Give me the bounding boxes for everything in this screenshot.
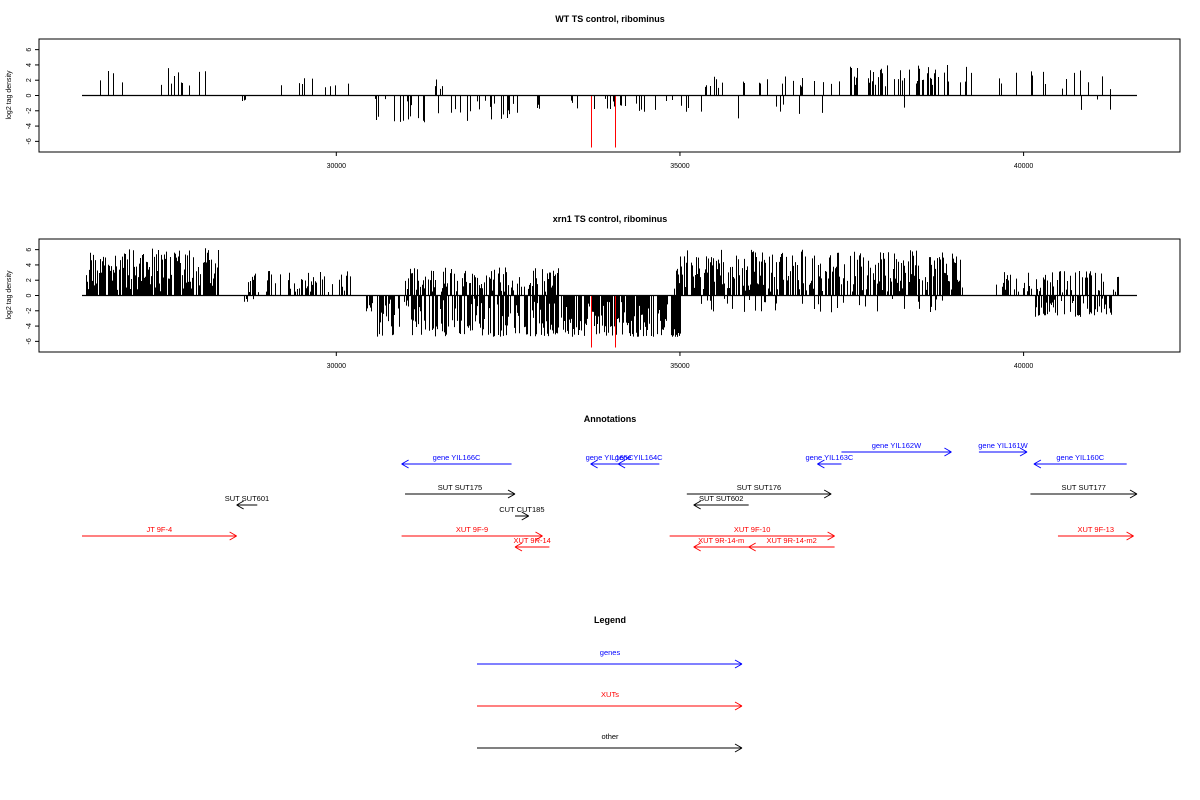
annotation-label: XUT 9F-10 <box>734 525 771 534</box>
xrn1-track-x-tick-label: 30000 <box>327 363 347 370</box>
wt-track-y-ticks: 6 4 2 0 -2 -4 -6 <box>26 48 39 144</box>
legend-panel: Legend genes XUTs other <box>477 615 743 753</box>
annotation-arrow <box>978 447 1028 457</box>
xrn1-track-title: xrn1 TS control, ribominus <box>553 214 668 224</box>
wt-track-x-tick-label: 35000 <box>670 163 690 170</box>
annotation-label: SUT SUT177 <box>1062 483 1106 492</box>
xrn1-track-x-ticks: 30000 35000 40000 <box>327 352 1034 370</box>
annotation-label: gene YIL162W <box>872 441 922 450</box>
xrn1-track-y-tick-label: 0 <box>26 293 33 297</box>
annotation-arrow <box>841 447 952 457</box>
xrn1-track-y-tick-label: 2 <box>26 278 33 282</box>
wt-track-panel: WT TS control, ribominus log2 tag densit… <box>6 14 1181 170</box>
xrn1-track-x-tick-label: 40000 <box>1014 363 1034 370</box>
wt-track-x-tick-label: 30000 <box>327 163 347 170</box>
annotation-label: SUT SUT602 <box>699 494 743 503</box>
wt-track-y-tick-label: 0 <box>26 93 33 97</box>
annotation-label: XUT 9R-14-m <box>698 536 744 545</box>
xrn1-track-y-tick-label: -6 <box>26 338 33 344</box>
xrn1-track-bars <box>82 248 1137 348</box>
annotation-label: gene YIL164C <box>615 453 663 462</box>
annotation-label: XUT 9R-14-m2 <box>766 536 816 545</box>
xrn1-track-y-ticks: 6 4 2 0 -2 -4 -6 <box>26 248 39 344</box>
annotation-label: gene YIL165C <box>586 453 634 462</box>
annotation-label: XUT 9F-9 <box>456 525 488 534</box>
annotation-arrow <box>748 542 835 552</box>
xrn1-track-y-tick-label: 4 <box>26 263 33 267</box>
xrn1-track-y-tick-label: 6 <box>26 248 33 252</box>
annotation-label: gene YIL160C <box>1056 453 1104 462</box>
wt-track-y-tick-label: -4 <box>26 123 33 129</box>
wt-track-title: WT TS control, ribominus <box>555 14 665 24</box>
annotation-arrow <box>693 500 749 510</box>
legend-label: other <box>601 732 619 741</box>
annotation-arrow <box>401 531 543 541</box>
annotation-arrow <box>817 459 842 469</box>
wt-track-y-tick-label: 4 <box>26 63 33 67</box>
annotation-arrow <box>1030 489 1138 499</box>
wt-track-ylabel: log2 tag density <box>6 70 13 120</box>
xrn1-track-panel: xrn1 TS control, ribominus log2 tag dens… <box>6 214 1181 370</box>
wt-track-y-tick-label: 6 <box>26 48 33 52</box>
annotation-label: gene YIL166C <box>433 453 481 462</box>
annotation-label: SUT SUT601 <box>225 494 269 503</box>
annotation-arrow <box>669 531 835 541</box>
annotation-arrow <box>514 511 529 521</box>
annotation-arrow <box>1057 531 1134 541</box>
wt-track-y-tick-label: -6 <box>26 138 33 144</box>
annotation-arrow <box>514 542 550 552</box>
annotation-label: SUT SUT176 <box>737 483 781 492</box>
annotation-arrow <box>401 459 512 469</box>
annotation-label: CUT CUT185 <box>499 505 544 514</box>
legend-entries: genes XUTs other <box>477 648 743 753</box>
legend-arrow <box>477 743 743 753</box>
annotation-label: JT 9F-4 <box>146 525 172 534</box>
xrn1-track-ylabel: log2 tag density <box>6 270 13 320</box>
wt-track-y-tick-label: 2 <box>26 78 33 82</box>
annotation-arrow <box>405 489 516 499</box>
xrn1-track-x-tick-label: 35000 <box>670 363 690 370</box>
annotation-label: XUT 9R-14 <box>513 536 550 545</box>
legend-arrow <box>477 659 743 669</box>
legend-label: XUTs <box>601 690 619 699</box>
legend-label: genes <box>600 648 621 657</box>
annotations-panel: Annotations gene YIL166C gene YIL165Cgene… <box>82 414 1138 552</box>
annotation-label: XUT 9F-13 <box>1077 525 1114 534</box>
wt-track-y-tick-label: -2 <box>26 108 33 114</box>
legend-arrow <box>477 701 743 711</box>
xrn1-track-y-tick-label: -4 <box>26 323 33 329</box>
annotation-arrow <box>686 489 832 499</box>
wt-track-bars <box>82 65 1137 148</box>
legend-title: Legend <box>594 615 626 625</box>
xrn1-track-y-tick-label: -2 <box>26 308 33 314</box>
annotation-label: SUT SUT175 <box>438 483 482 492</box>
annotation-label: gene YIL161W <box>978 441 1028 450</box>
annotation-arrow <box>617 459 660 469</box>
wt-track-x-tick-label: 40000 <box>1014 163 1034 170</box>
annotations-title: Annotations <box>584 414 637 424</box>
annotation-arrow <box>1033 459 1127 469</box>
annotation-arrow <box>82 531 237 541</box>
annotation-label: gene YIL163C <box>806 453 854 462</box>
annotation-arrow <box>236 500 258 510</box>
wt-track-x-ticks: 30000 35000 40000 <box>327 152 1034 170</box>
annotation-arrow <box>693 542 749 552</box>
